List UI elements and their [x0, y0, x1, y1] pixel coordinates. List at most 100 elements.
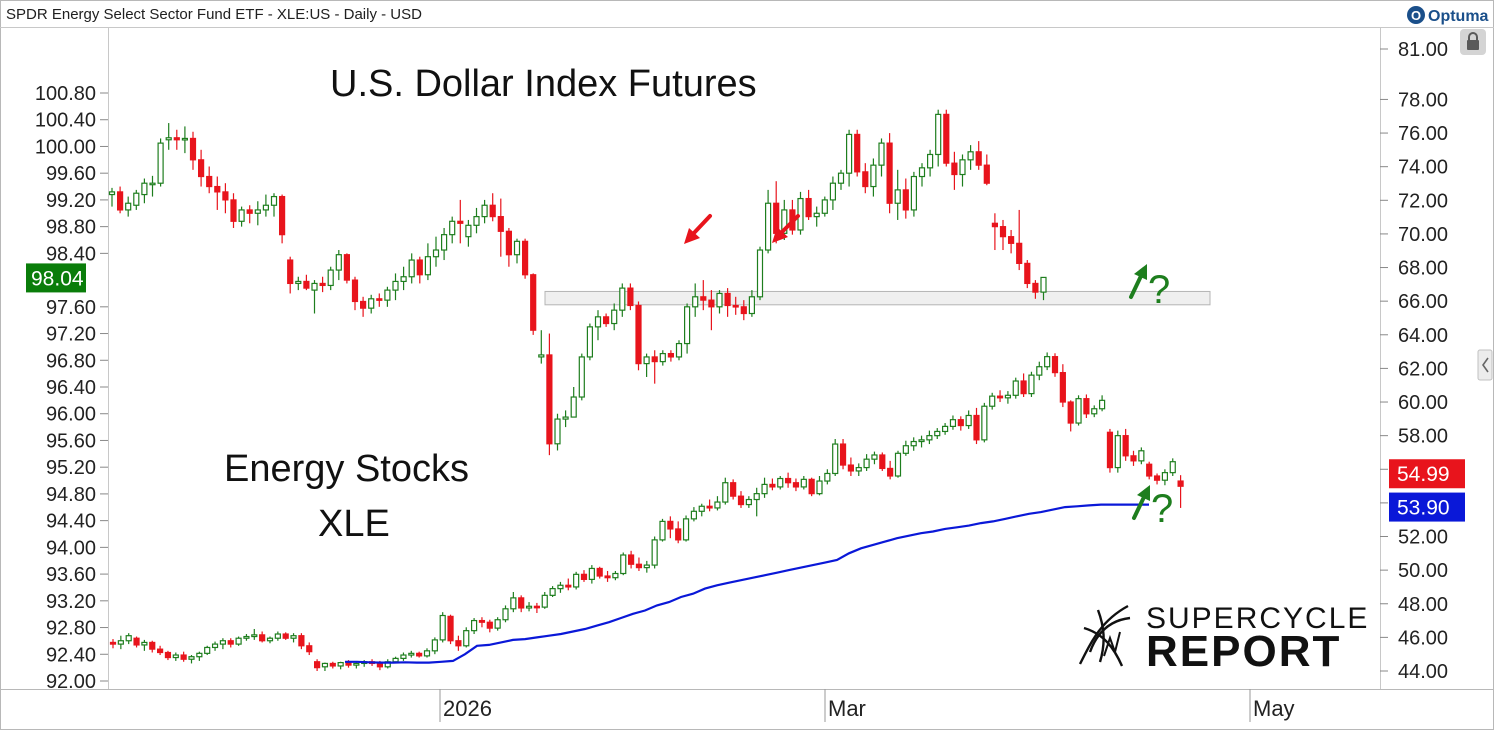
candle [165, 123, 172, 150]
candle [999, 219, 1007, 251]
candle [311, 280, 318, 314]
candle [270, 193, 278, 217]
left-axis-tick-label: 98.40 [46, 243, 96, 265]
candle-body [1004, 394, 1012, 399]
candle [643, 560, 650, 573]
candle [214, 176, 221, 210]
candle [611, 303, 618, 331]
candle-body [227, 640, 234, 645]
candle [251, 628, 258, 640]
candle [620, 552, 627, 576]
candle [619, 283, 626, 317]
candle-body [675, 342, 683, 358]
candle-body [805, 197, 812, 218]
candle-body [473, 216, 480, 226]
collapse-button[interactable] [1477, 349, 1493, 381]
candle-body [808, 478, 815, 495]
candle-body [612, 572, 619, 579]
question-mark-dxy: ? [1148, 268, 1170, 312]
candle [117, 635, 124, 650]
candle-body [740, 306, 747, 315]
candle-body [871, 454, 878, 460]
candle [918, 163, 926, 187]
candle-body [926, 435, 933, 441]
candle-body [821, 199, 828, 214]
candle-body [214, 185, 221, 193]
candle [700, 280, 707, 311]
candle [457, 199, 464, 244]
candle [683, 303, 691, 354]
red-arrow-1 [684, 214, 712, 244]
candle-body [902, 189, 909, 211]
candle-body [400, 654, 407, 659]
candle [740, 300, 747, 321]
candle [246, 205, 253, 224]
candle-body [303, 280, 310, 289]
candle-body [1106, 431, 1114, 469]
candle-body [230, 199, 237, 222]
right-axis-tick-label: 60.00 [1398, 392, 1448, 414]
candle-body [392, 280, 399, 291]
candle-body [423, 650, 431, 657]
candle-body [408, 652, 415, 656]
candle-body [878, 142, 885, 166]
candle [854, 129, 861, 177]
candle [180, 651, 187, 662]
candle-body [321, 662, 329, 668]
candle-body [756, 249, 764, 298]
candle-body [287, 259, 294, 285]
dxy-title-annotation: U.S. Dollar Index Futures [330, 63, 757, 105]
candle [714, 496, 721, 511]
candle [327, 266, 334, 291]
candle-body [1114, 435, 1121, 469]
candle [376, 293, 383, 307]
candle [635, 301, 642, 371]
left-axis-tick-label: 97.60 [46, 297, 96, 319]
candle [805, 189, 812, 220]
candle [133, 636, 140, 648]
candle [303, 274, 310, 291]
candle [557, 581, 564, 593]
candle-body [125, 202, 132, 211]
candle-body [1036, 366, 1043, 376]
candle [329, 661, 336, 669]
candle-body [722, 482, 729, 503]
candle-body [627, 554, 635, 565]
candle-body [1153, 475, 1161, 481]
candle [910, 171, 918, 217]
candle [546, 333, 553, 456]
candle-body [335, 254, 342, 271]
candle [781, 199, 788, 240]
candle-body [737, 495, 745, 506]
xle-moving-average-line [345, 503, 1149, 664]
lock-button[interactable] [1460, 29, 1486, 55]
left-axis-tick-label: 98.80 [46, 217, 96, 239]
candle-body [181, 137, 188, 141]
candle [259, 631, 266, 643]
candle [1067, 400, 1074, 432]
candle-body [298, 635, 305, 647]
candle-body [1028, 374, 1035, 395]
candle [562, 410, 569, 428]
candle [554, 413, 561, 451]
candle-body [604, 575, 611, 579]
candle [764, 189, 772, 254]
candle-body [198, 159, 205, 178]
candle [368, 294, 375, 314]
candle [447, 614, 454, 645]
candle [510, 591, 517, 613]
candle [918, 435, 925, 448]
candle-body [792, 482, 800, 488]
candle [392, 273, 399, 301]
candle [116, 186, 124, 214]
candle-body [832, 443, 839, 475]
candle-body [1098, 399, 1106, 410]
chevron-left-icon [1482, 357, 1489, 373]
candle-body [251, 634, 258, 638]
candle [157, 645, 164, 656]
candle-body [996, 395, 1004, 399]
candle-body [570, 396, 577, 418]
candle [489, 193, 496, 222]
optuma-brand[interactable]: O Optuma [1407, 6, 1489, 25]
